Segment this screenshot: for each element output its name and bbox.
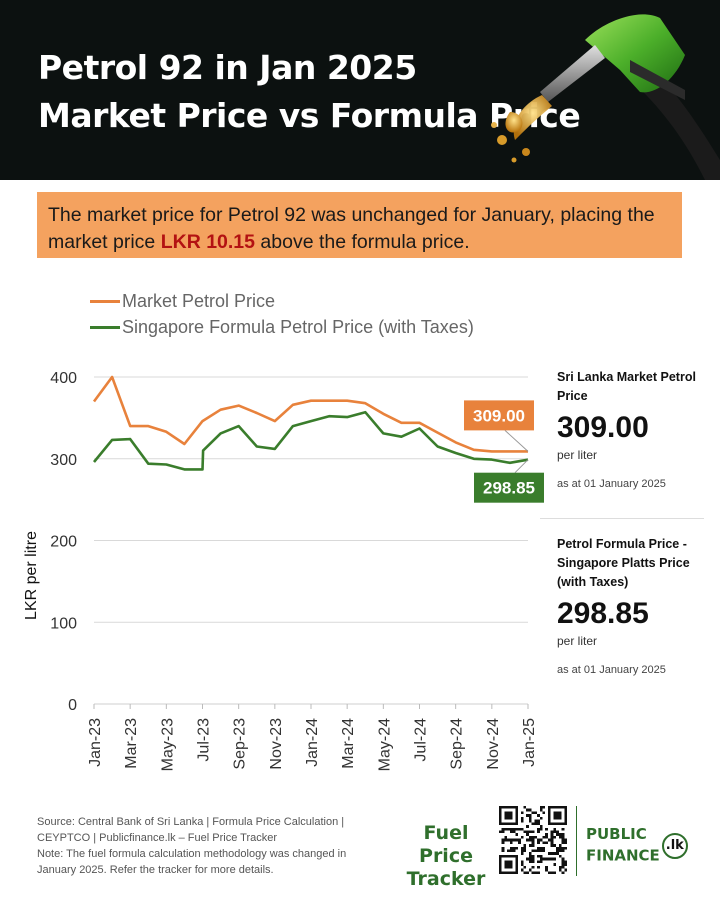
x-tick-label: Sep-23 — [232, 718, 249, 770]
formula-price-panel: Petrol Formula Price - Singapore Platts … — [557, 535, 707, 678]
formula-panel-unit: per liter — [557, 634, 598, 648]
end-value-label: 309.00 — [473, 406, 525, 425]
legend-label-market: Market Petrol Price — [122, 290, 276, 311]
x-tick-label: May-23 — [159, 718, 176, 771]
legend-swatch-formula — [90, 325, 120, 329]
end-value-label: 298.85 — [483, 479, 535, 498]
title-line-1: Petrol 92 in Jan 2025 — [38, 48, 417, 87]
note-text: Note: The fuel formula calculation metho… — [37, 848, 347, 876]
title-line-2: Market Price vs Formula Price — [38, 96, 581, 135]
end-label-box — [474, 472, 544, 503]
market-panel-unit: per liter — [557, 448, 598, 462]
series-line-formula — [92, 410, 529, 471]
legend-label-formula: Singapore Formula Petrol Price (with Tax… — [122, 316, 474, 337]
series-line-market — [92, 375, 528, 453]
x-tick-label: Jul-23 — [196, 718, 213, 762]
fuel-price-tracker-logo: Fuel Price Tracker — [406, 822, 486, 890]
y-tick-label: 400 — [50, 370, 77, 387]
footer-source: Source: Central Bank of Sri Lanka | Form… — [37, 814, 367, 878]
brand-finance-text: FINANCE — [586, 846, 660, 865]
y-tick-label: 100 — [50, 615, 77, 632]
market-panel-date: as at 01 January 2025 — [557, 478, 666, 490]
callout-text-start: The market price for Petrol 92 was uncha… — [48, 204, 655, 253]
formula-panel-value: 298.85 — [557, 597, 649, 630]
side-panel-divider — [540, 518, 704, 519]
legend-swatch-market — [90, 299, 120, 303]
y-tick-label: 200 — [50, 534, 77, 551]
price-line-chart: 0 100 200 300 400 LKR per litre Jan-23 Mar-23 Ma… — [23, 370, 544, 771]
x-tick-label: Mar-23 — [123, 718, 140, 769]
brand-divider — [576, 806, 577, 876]
formula-panel-date: as at 01 January 2025 — [557, 664, 666, 676]
y-axis-label: LKR per litre — [23, 531, 40, 620]
qr-code-icon[interactable] — [499, 806, 567, 874]
market-panel-value: 309.00 — [557, 411, 649, 444]
source-text: Source: Central Bank of Sri Lanka | Form… — [37, 816, 345, 844]
legend-item-market: Market Petrol Price — [90, 288, 474, 314]
x-tick-label: Nov-23 — [268, 718, 285, 770]
page-title: Petrol 92 in Jan 2025 Market Price vs Fo… — [38, 44, 581, 140]
legend-item-formula: Singapore Formula Petrol Price (with Tax… — [90, 314, 474, 340]
x-tick-label: Jan-24 — [304, 718, 321, 767]
x-tick-label: Sep-24 — [449, 718, 466, 770]
public-finance-logo: PUBLIC FINANCE.lk — [586, 826, 688, 869]
end-label-leader — [504, 430, 529, 452]
x-tick-label: Mar-24 — [340, 718, 357, 769]
summary-callout: The market price for Petrol 92 was uncha… — [37, 192, 682, 258]
market-panel-label: Sri Lanka Market Petrol Price — [557, 370, 696, 403]
x-tick-label: May-24 — [376, 718, 393, 771]
brand-lk-badge: .lk — [661, 833, 688, 859]
y-tick-label: 300 — [50, 452, 77, 469]
header-banner: Petrol 92 in Jan 2025 Market Price vs Fo… — [0, 0, 720, 180]
callout-highlight: LKR 10.15 — [160, 231, 255, 253]
chart-legend: Market Petrol Price Singapore Formula Pe… — [90, 288, 474, 340]
formula-panel-label: Petrol Formula Price - Singapore Platts … — [557, 537, 690, 589]
y-tick-label: 0 — [68, 697, 77, 714]
callout-text-end: above the formula price. — [255, 231, 470, 253]
x-tick-label: Jan-23 — [87, 718, 104, 767]
brand-public-text: PUBLIC — [586, 825, 647, 843]
x-tick-label: Nov-24 — [485, 718, 502, 770]
fuel-nozzle-icon — [491, 14, 720, 180]
x-tick-label: Jul-24 — [413, 718, 430, 762]
x-tick-label: Jan-25 — [521, 718, 538, 767]
market-price-panel: Sri Lanka Market Petrol Price 309.00 per… — [557, 368, 707, 492]
end-label-leader — [514, 459, 529, 474]
end-label-box — [464, 400, 534, 431]
